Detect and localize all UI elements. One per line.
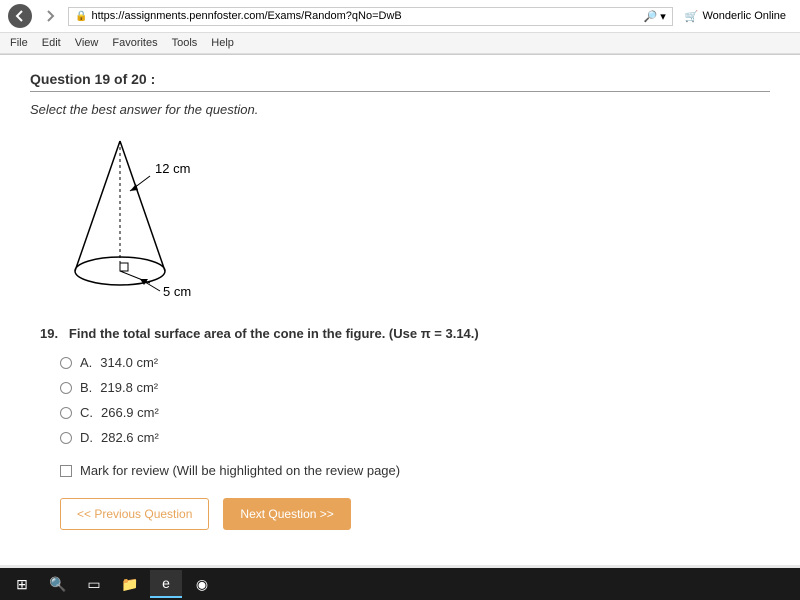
option-b[interactable]: B. 219.8 cm² xyxy=(60,380,770,395)
option-d[interactable]: D. 282.6 cm² xyxy=(60,430,770,445)
question-prompt: Find the total surface area of the cone … xyxy=(69,326,479,341)
review-label: Mark for review (Will be highlighted on … xyxy=(80,463,400,478)
search-dropdown-icon[interactable]: 🔎 ▾ xyxy=(643,10,665,23)
mark-for-review[interactable]: Mark for review (Will be highlighted on … xyxy=(60,463,770,478)
header-divider xyxy=(30,91,770,92)
question-text: 19. Find the total surface area of the c… xyxy=(40,326,770,341)
file-explorer-icon[interactable]: 📁 xyxy=(114,570,146,598)
radio-c[interactable] xyxy=(60,407,72,419)
radio-d[interactable] xyxy=(60,432,72,444)
menu-bar: File Edit View Favorites Tools Help xyxy=(0,33,800,54)
radio-a[interactable] xyxy=(60,357,72,369)
address-bar-row: 🔒 https://assignments.pennfoster.com/Exa… xyxy=(0,0,800,33)
windows-taskbar: ⊞ 🔍 ▭ 📁 e ◉ xyxy=(0,568,800,600)
option-d-value: 282.6 cm² xyxy=(101,430,159,445)
bookmark-wonderlic[interactable]: 🛒 Wonderlic Online xyxy=(679,8,792,25)
option-a[interactable]: A. 314.0 cm² xyxy=(60,355,770,370)
bookmark-icon: 🛒 xyxy=(685,10,699,23)
question-counter: Question 19 of 20 : xyxy=(30,71,770,87)
radius-label: 5 cm xyxy=(163,284,191,299)
option-b-letter: B. xyxy=(80,380,92,395)
radio-b[interactable] xyxy=(60,382,72,394)
question-number: 19. xyxy=(40,326,58,341)
bookmark-label: Wonderlic Online xyxy=(702,10,786,22)
menu-tools[interactable]: Tools xyxy=(172,37,198,49)
option-a-letter: A. xyxy=(80,355,92,370)
lock-icon: 🔒 xyxy=(75,11,87,22)
menu-favorites[interactable]: Favorites xyxy=(112,37,157,49)
menu-help[interactable]: Help xyxy=(211,37,234,49)
menu-view[interactable]: View xyxy=(75,37,99,49)
option-c-letter: C. xyxy=(80,405,93,420)
task-view-icon[interactable]: ▭ xyxy=(78,570,110,598)
forward-button[interactable] xyxy=(38,4,62,28)
url-text: https://assignments.pennfoster.com/Exams… xyxy=(91,10,401,22)
browser-chrome: 🔒 https://assignments.pennfoster.com/Exa… xyxy=(0,0,800,55)
option-a-value: 314.0 cm² xyxy=(100,355,158,370)
height-label: 12 cm xyxy=(155,161,190,176)
search-taskbar-icon[interactable]: 🔍 xyxy=(42,570,74,598)
chrome-taskbar-icon[interactable]: ◉ xyxy=(186,570,218,598)
next-question-button[interactable]: Next Question >> xyxy=(223,498,350,530)
url-bar[interactable]: 🔒 https://assignments.pennfoster.com/Exa… xyxy=(68,7,673,26)
question-instruction: Select the best answer for the question. xyxy=(30,102,770,117)
option-c[interactable]: C. 266.9 cm² xyxy=(60,405,770,420)
previous-question-button[interactable]: << Previous Question xyxy=(60,498,209,530)
menu-file[interactable]: File xyxy=(10,37,28,49)
cone-figure: 12 cm 5 cm xyxy=(50,131,770,306)
question-nav: << Previous Question Next Question >> xyxy=(60,498,770,530)
review-checkbox[interactable] xyxy=(60,465,72,477)
answer-options: A. 314.0 cm² B. 219.8 cm² C. 266.9 cm² D… xyxy=(60,355,770,445)
ie-taskbar-icon[interactable]: e xyxy=(150,570,182,598)
start-button[interactable]: ⊞ xyxy=(6,570,38,598)
back-button[interactable] xyxy=(8,4,32,28)
option-c-value: 266.9 cm² xyxy=(101,405,159,420)
menu-edit[interactable]: Edit xyxy=(42,37,61,49)
page-content: Question 19 of 20 : Select the best answ… xyxy=(0,55,800,565)
option-b-value: 219.8 cm² xyxy=(100,380,158,395)
option-d-letter: D. xyxy=(80,430,93,445)
